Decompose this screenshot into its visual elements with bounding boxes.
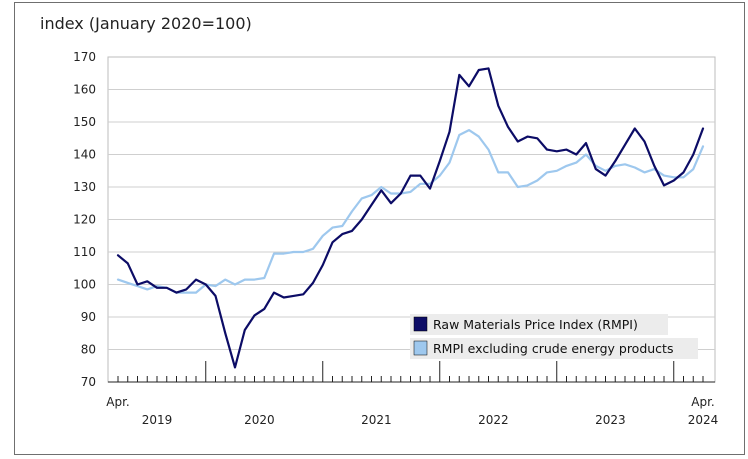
y-tick-label-90: 90 [81, 310, 96, 324]
y-tick-label-80: 80 [81, 343, 96, 357]
series-lines [116, 67, 705, 369]
legend-swatch-rmpi [413, 316, 428, 332]
y-tick-label-140: 140 [73, 148, 96, 162]
y-axis-title: index (January 2020=100) [40, 14, 252, 33]
legend-label-excl: RMPI excluding crude energy products [433, 341, 673, 356]
y-tick-label-110: 110 [73, 245, 96, 259]
series-line-rmpi-excluding-crude-energy [116, 129, 705, 294]
x-year-label-2020: 2020 [244, 413, 275, 427]
y-tick-label-70: 70 [81, 375, 96, 389]
legend-label-rmpi: Raw Materials Price Index (RMPI) [433, 317, 638, 332]
y-tick-label-170: 170 [73, 50, 96, 64]
y-tick-label-120: 120 [73, 213, 96, 227]
x-year-label-2021: 2021 [361, 413, 392, 427]
x-start-month-label: Apr. [106, 395, 129, 409]
y-axis: 70 80 90 100 110 120 130 140 150 160 170 [73, 50, 96, 389]
x-year-label-2022: 2022 [478, 413, 509, 427]
y-tick-label-100: 100 [73, 278, 96, 292]
x-year-label-2024: 2024 [688, 413, 719, 427]
legend-item-excl-background [410, 338, 698, 359]
y-tick-label-150: 150 [73, 115, 96, 129]
y-tick-label-130: 130 [73, 180, 96, 194]
y-tick-label-160: 160 [73, 83, 96, 97]
x-year-label-2023: 2023 [595, 413, 626, 427]
legend: Raw Materials Price Index (RMPI) RMPI ex… [410, 314, 698, 359]
x-end-month-label: Apr. [691, 395, 714, 409]
x-year-label-2019: 2019 [142, 413, 173, 427]
x-axis: 2019 2020 2021 2022 2023 2024 Apr. Apr. [106, 361, 718, 427]
series-line-rmpi [116, 67, 705, 369]
legend-swatch-excl [413, 340, 428, 356]
legend-item-rmpi-background [410, 314, 668, 335]
